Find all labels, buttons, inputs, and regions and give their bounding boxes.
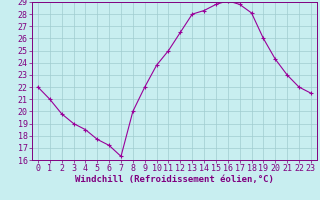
X-axis label: Windchill (Refroidissement éolien,°C): Windchill (Refroidissement éolien,°C) bbox=[75, 175, 274, 184]
